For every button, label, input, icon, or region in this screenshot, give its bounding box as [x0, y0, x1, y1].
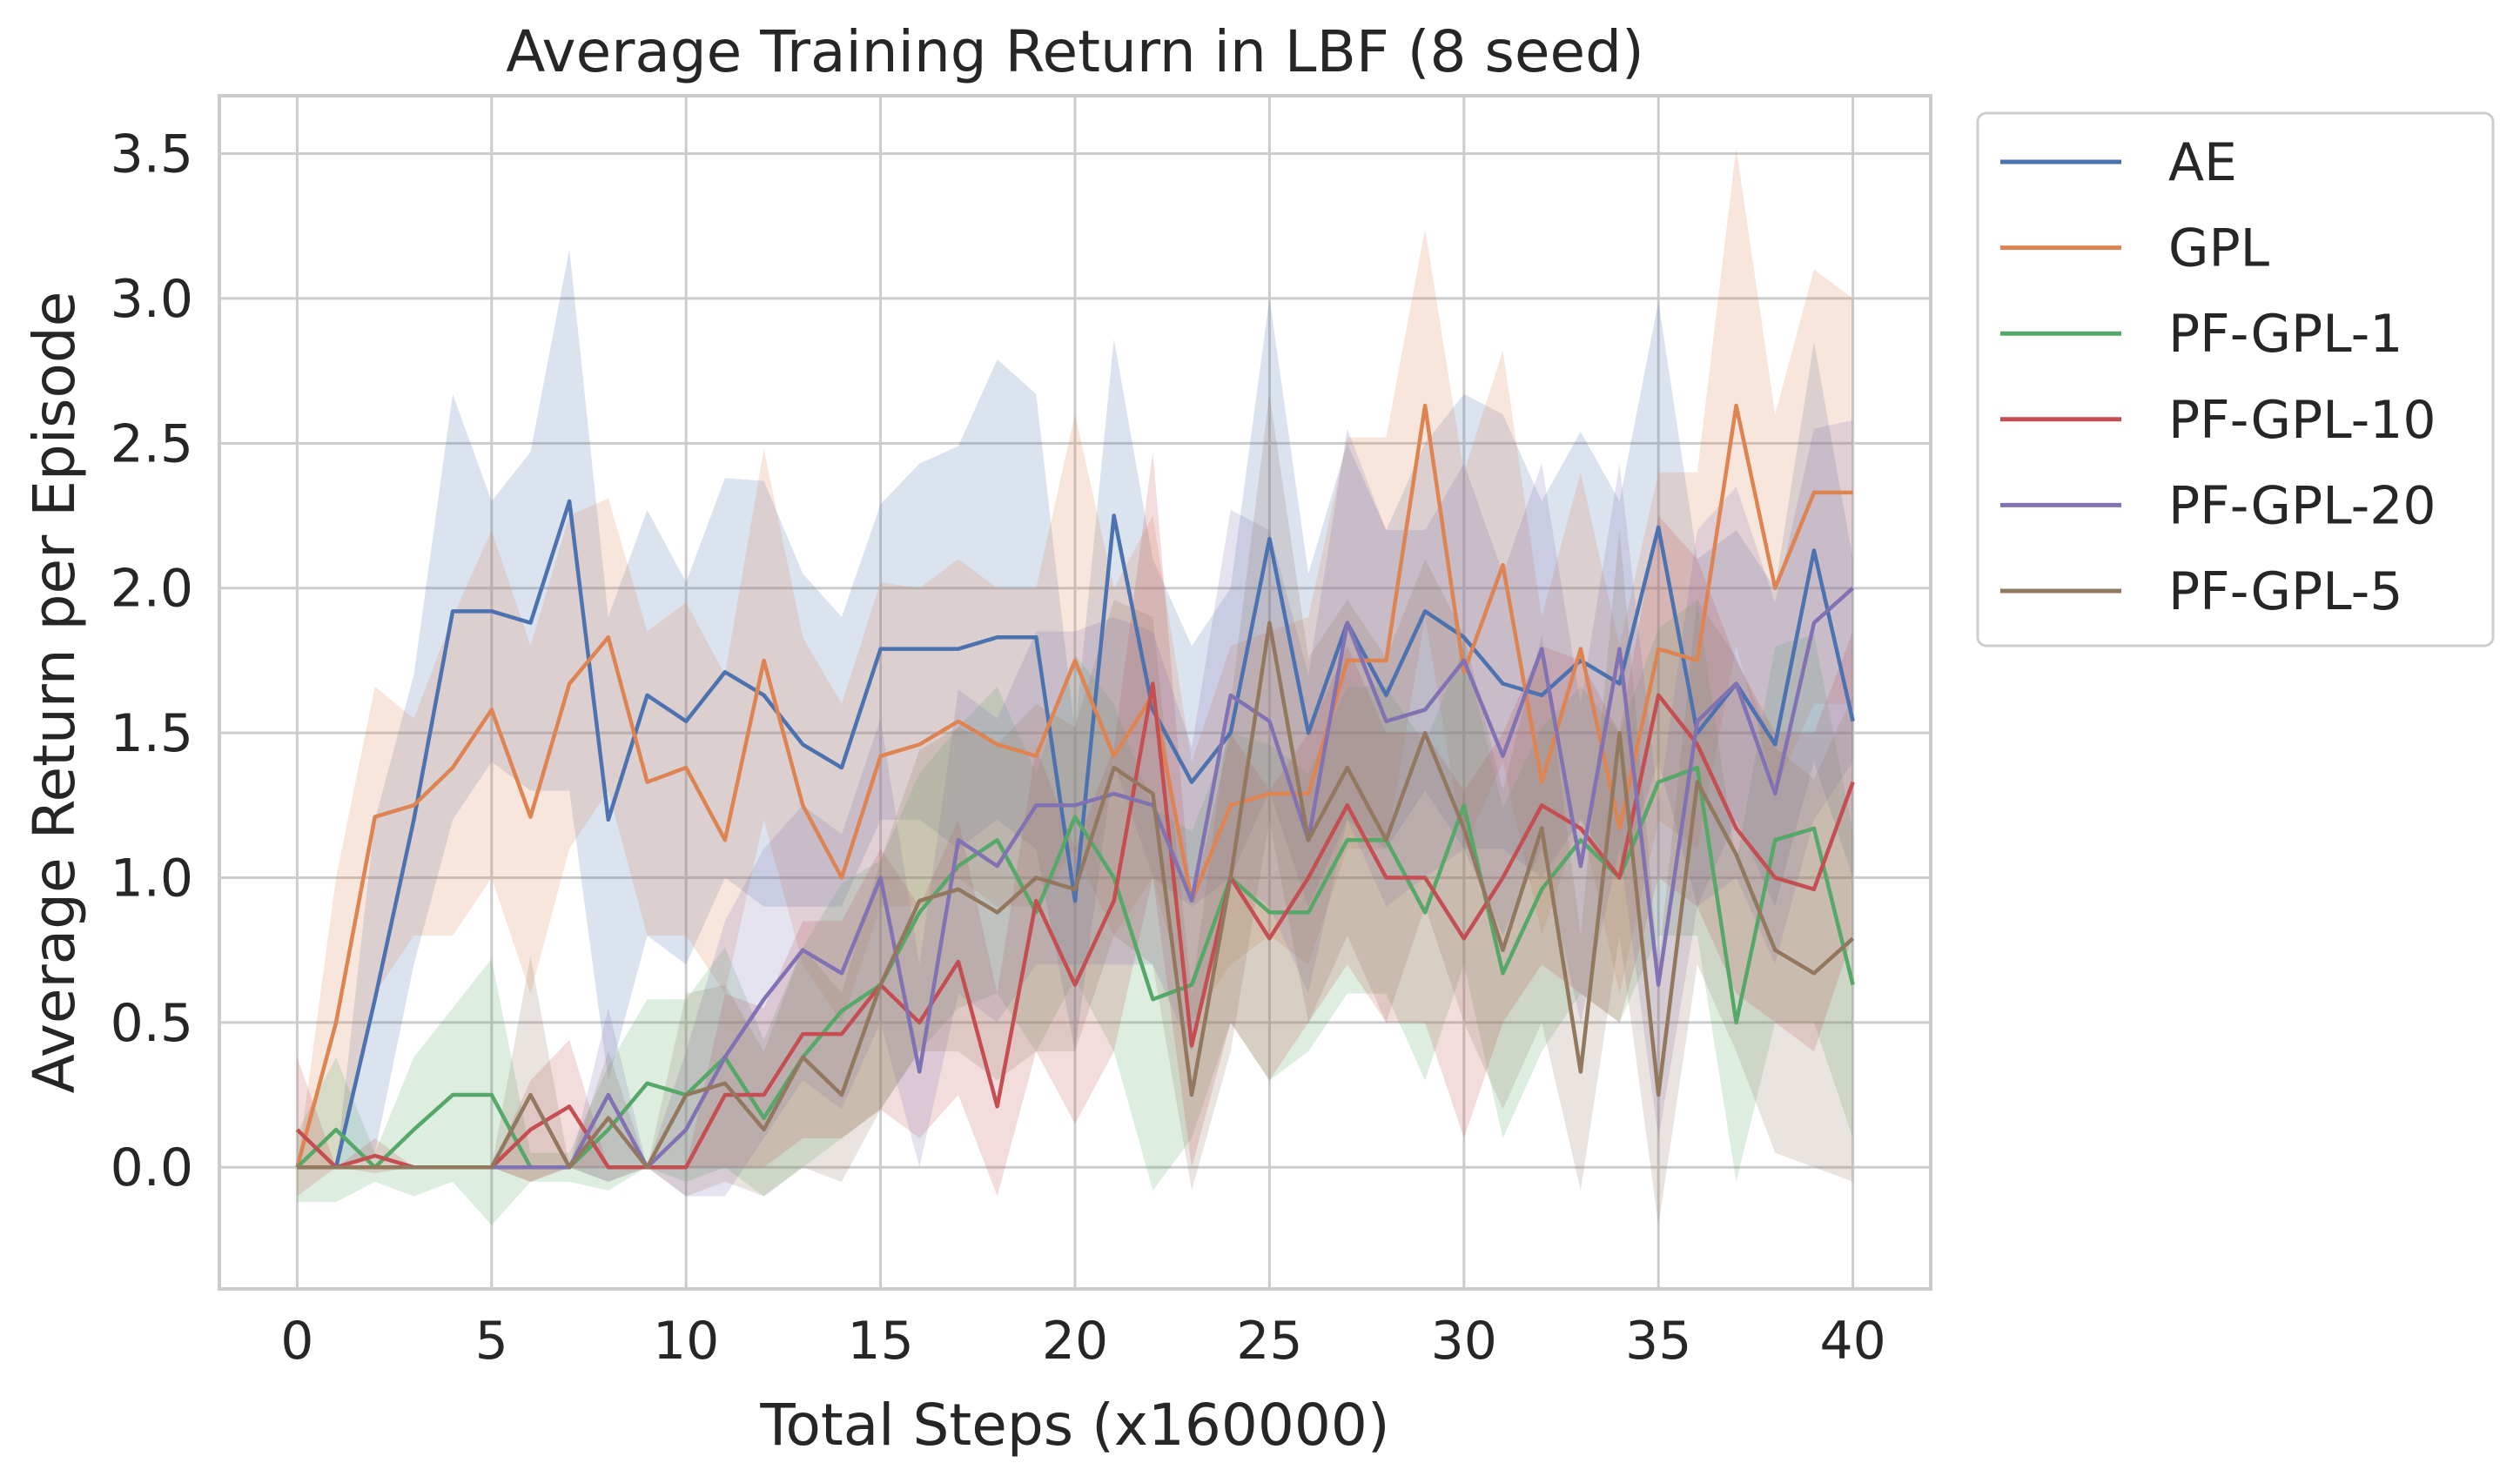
line-pf-gpl-20 — [297, 587, 1855, 1170]
confidence-bands — [297, 147, 1853, 1225]
x-tick-label: 30 — [1431, 1311, 1497, 1372]
y-tick-label: 3.5 — [111, 124, 193, 185]
series-lines — [295, 403, 1855, 1170]
legend-label: AE — [2168, 132, 2237, 193]
x-axis-label: Total Steps (x160000) — [759, 1392, 1389, 1459]
band-pf-gpl-5 — [297, 393, 1853, 1225]
y-tick-label: 1.0 — [111, 848, 193, 909]
y-tick-label: 1.5 — [111, 703, 193, 764]
legend-label: GPL — [2168, 218, 2270, 279]
y-tick-labels: 0.0 0.5 1.0 1.5 2.0 2.5 3.0 3.5 — [111, 124, 193, 1199]
y-axis-label: Average Return per Episode — [21, 292, 88, 1094]
legend: AE GPL PF-GPL-1 PF-GPL-10 PF-GPL-20 PF-GPL-5 — [1976, 111, 2495, 648]
line-gpl — [295, 403, 1853, 1168]
grid — [219, 96, 1931, 1289]
legend-label: PF-GPL-20 — [2168, 475, 2436, 536]
line-pf-gpl-10 — [295, 681, 1855, 1170]
x-tick-label: 25 — [1236, 1311, 1302, 1372]
x-tick-label: 5 — [475, 1311, 508, 1372]
y-tick-label: 2.0 — [111, 559, 193, 620]
x-tick-labels: 0 5 10 15 20 25 30 35 40 — [280, 1311, 1886, 1372]
line-pf-gpl-5 — [297, 621, 1855, 1170]
x-tick-label: 20 — [1042, 1311, 1108, 1372]
band-ae — [297, 249, 1853, 1168]
y-tick-label: 3.0 — [111, 269, 193, 330]
x-tick-label: 0 — [280, 1311, 313, 1372]
legend-label: PF-GPL-1 — [2168, 304, 2402, 365]
plot-frame — [218, 94, 1932, 1291]
band-pf-gpl-20 — [297, 419, 1853, 1197]
x-tick-label: 15 — [847, 1311, 913, 1372]
y-tick-label: 2.5 — [111, 413, 193, 474]
band-pf-gpl-10 — [297, 452, 1853, 1197]
legend-label: PF-GPL-5 — [2168, 561, 2402, 622]
band-gpl — [297, 147, 1853, 1168]
band-pf-gpl-1 — [297, 600, 1853, 1225]
x-tick-label: 40 — [1819, 1311, 1885, 1372]
line-ae — [297, 499, 1855, 1170]
y-tick-label: 0.0 — [111, 1137, 193, 1198]
legend-label: PF-GPL-10 — [2168, 390, 2436, 451]
y-tick-label: 0.5 — [111, 993, 193, 1054]
x-tick-label: 10 — [653, 1311, 719, 1372]
chart-title: Average Training Return in LBF (8 seed) — [506, 18, 1644, 85]
x-tick-label: 35 — [1625, 1311, 1691, 1372]
